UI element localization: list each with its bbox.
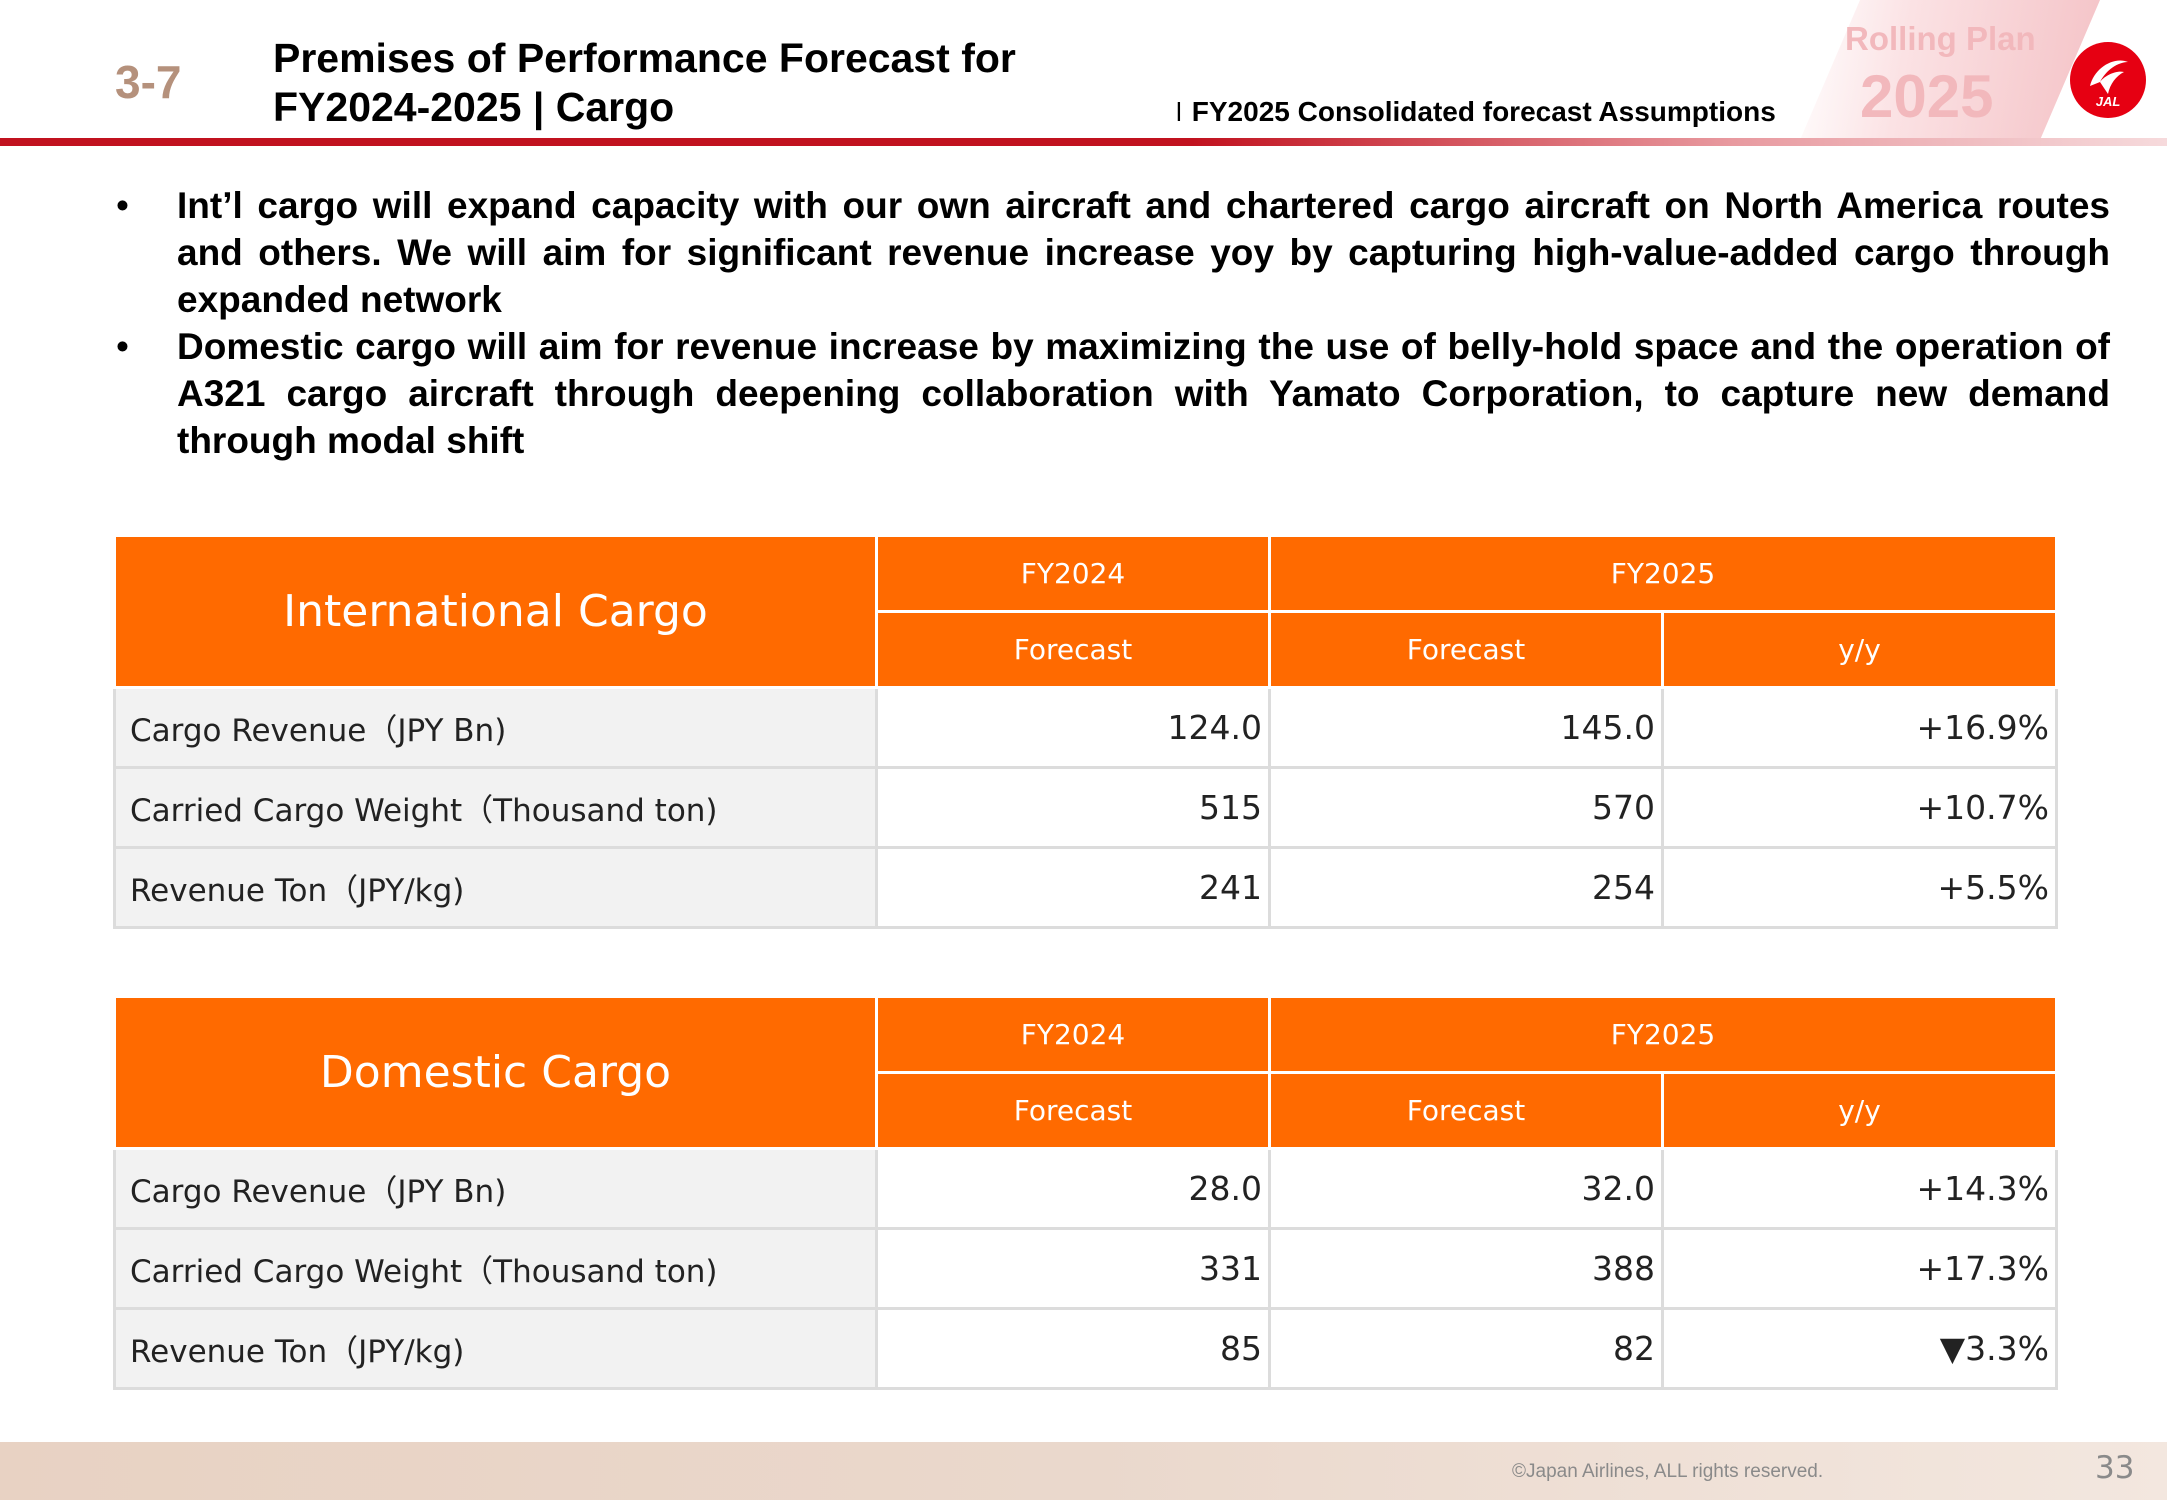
- cell-fy2025: 32.0: [1268, 1147, 1664, 1230]
- cell-fy2024: 124.0: [875, 686, 1271, 769]
- cell-fy2024: 85: [875, 1307, 1271, 1390]
- table-row: Carried Cargo Weight（Thousand ton) 515 5…: [113, 766, 2058, 849]
- table-title: International Cargo: [113, 534, 878, 689]
- international-cargo-table: International Cargo FY2024 FY2025 Foreca…: [113, 534, 2058, 929]
- page-title-line2: FY2024-2025 | Cargo: [273, 84, 675, 130]
- row-label: Carried Cargo Weight（Thousand ton): [113, 1227, 878, 1310]
- table-title: Domestic Cargo: [113, 995, 878, 1150]
- subtitle-separator: l: [1176, 97, 1182, 127]
- cell-yy: +5.5%: [1661, 846, 2058, 929]
- table-row: Cargo Revenue（JPY Bn) 28.0 32.0 +14.3%: [113, 1147, 2058, 1230]
- column-header-yy: y/y: [1661, 1071, 2058, 1150]
- bullet-symbol: •: [116, 185, 129, 226]
- column-header-yy: y/y: [1661, 610, 2058, 689]
- bullet-text: Int’l cargo will expand capacity with ou…: [177, 185, 2110, 320]
- header-divider: [0, 138, 2167, 146]
- bullet-item: • Int’l cargo will expand capacity with …: [112, 182, 2110, 323]
- row-label: Revenue Ton（JPY/kg): [113, 846, 878, 929]
- bullet-list: • Int’l cargo will expand capacity with …: [112, 182, 2110, 464]
- column-header-fy2024: FY2024: [875, 995, 1271, 1074]
- bullet-item: • Domestic cargo will aim for revenue in…: [112, 323, 2110, 464]
- cell-yy: +16.9%: [1661, 686, 2058, 769]
- page-number: 33: [2095, 1450, 2135, 1486]
- logo-text: JAL: [2096, 94, 2121, 109]
- row-label: Revenue Ton（JPY/kg): [113, 1307, 878, 1390]
- column-header-forecast-2025: Forecast: [1268, 1071, 1664, 1150]
- column-header-fy2025: FY2025: [1268, 995, 2058, 1074]
- page-subtitle: l FY2025 Consolidated forecast Assumption…: [1176, 96, 1776, 128]
- copyright-notice: ©Japan Airlines, ALL rights reserved.: [1512, 1461, 1824, 1482]
- cell-fy2025: 82: [1268, 1307, 1664, 1390]
- subtitle-text: FY2025 Consolidated forecast Assumptions: [1191, 96, 1776, 127]
- column-header-fy2025: FY2025: [1268, 534, 2058, 613]
- cell-yy: +14.3%: [1661, 1147, 2058, 1230]
- cell-yy: +10.7%: [1661, 766, 2058, 849]
- cell-yy: ▼3.3%: [1661, 1307, 2058, 1390]
- cell-fy2025: 570: [1268, 766, 1664, 849]
- rolling-plan-year: 2025: [1860, 63, 1994, 130]
- section-number: 3-7: [115, 56, 182, 108]
- page-title-line1: Premises of Performance Forecast for: [273, 35, 1016, 81]
- cell-fy2024: 28.0: [875, 1147, 1271, 1230]
- column-header-forecast-2025: Forecast: [1268, 610, 1664, 689]
- table-row: Cargo Revenue（JPY Bn) 124.0 145.0 +16.9%: [113, 686, 2058, 769]
- table-row: Revenue Ton（JPY/kg) 85 82 ▼3.3%: [113, 1307, 2058, 1390]
- table-row: Carried Cargo Weight（Thousand ton) 331 3…: [113, 1227, 2058, 1310]
- domestic-cargo-table: Domestic Cargo FY2024 FY2025 Forecast Fo…: [113, 995, 2058, 1390]
- cell-fy2024: 241: [875, 846, 1271, 929]
- table-row: Revenue Ton（JPY/kg) 241 254 +5.5%: [113, 846, 2058, 929]
- cell-fy2024: 515: [875, 766, 1271, 849]
- cell-fy2025: 254: [1268, 846, 1664, 929]
- cell-fy2024: 331: [875, 1227, 1271, 1310]
- row-label: Cargo Revenue（JPY Bn): [113, 686, 878, 769]
- row-label: Carried Cargo Weight（Thousand ton): [113, 766, 878, 849]
- cell-fy2025: 145.0: [1268, 686, 1664, 769]
- cell-yy: +17.3%: [1661, 1227, 2058, 1310]
- bullet-text: Domestic cargo will aim for revenue incr…: [177, 326, 2110, 461]
- column-header-forecast-2024: Forecast: [875, 1071, 1271, 1150]
- rolling-plan-badge-background: [1800, 0, 2100, 140]
- jal-logo-icon: JAL: [2070, 42, 2146, 118]
- column-header-forecast-2024: Forecast: [875, 610, 1271, 689]
- bullet-symbol: •: [116, 326, 129, 367]
- rolling-plan-label: Rolling Plan: [1845, 20, 2036, 57]
- row-label: Cargo Revenue（JPY Bn): [113, 1147, 878, 1230]
- column-header-fy2024: FY2024: [875, 534, 1271, 613]
- page-title: Premises of Performance Forecast for FY2…: [273, 34, 1016, 132]
- footer-bar: [0, 1442, 2167, 1500]
- cell-fy2025: 388: [1268, 1227, 1664, 1310]
